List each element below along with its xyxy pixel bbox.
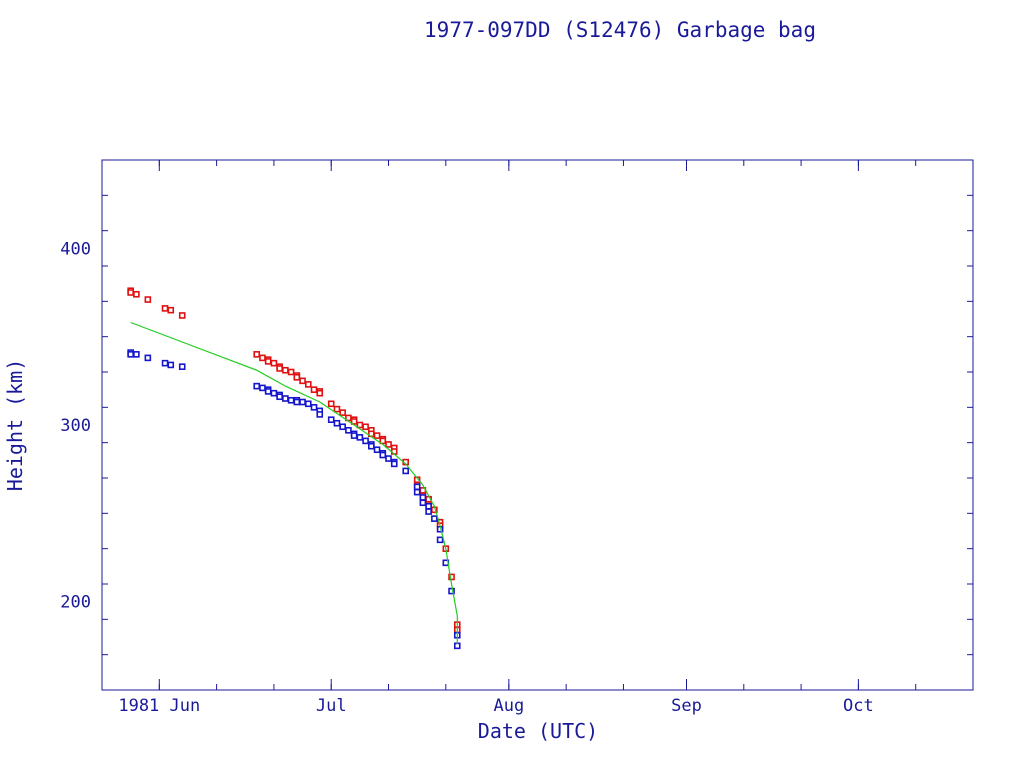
perigee-point bbox=[276, 393, 283, 401]
perigee-point bbox=[304, 400, 312, 408]
x-tick-label: 1981 Jun bbox=[118, 696, 200, 716]
apogee-point bbox=[373, 432, 381, 439]
y-tick-labels: 200 300 400 bbox=[60, 239, 91, 612]
perigee-point bbox=[345, 426, 352, 434]
apogee-point bbox=[144, 296, 152, 303]
apogee-point bbox=[253, 351, 261, 358]
perigee-point bbox=[436, 536, 444, 544]
perigee-point bbox=[379, 451, 387, 459]
perigee-point bbox=[385, 455, 392, 462]
perigee-point bbox=[413, 483, 421, 491]
apogee-point bbox=[270, 359, 278, 367]
perigee-point bbox=[327, 416, 335, 424]
perigee-point bbox=[253, 382, 261, 390]
x-tick-label: Sep bbox=[671, 696, 702, 716]
x-tick-labels: 1981 Jun Jul Aug Sep Oct bbox=[118, 696, 873, 716]
perigee-point bbox=[419, 494, 427, 501]
apogee-point bbox=[327, 400, 335, 408]
mean-line bbox=[130, 321, 458, 645]
perigee-point bbox=[373, 446, 381, 454]
perigee-point bbox=[413, 488, 421, 496]
apogee-point bbox=[293, 373, 301, 381]
chart-title: 1977-097DD (S12476) Garbage bag bbox=[424, 18, 816, 42]
perigee-point bbox=[350, 432, 358, 439]
series-layer bbox=[127, 287, 461, 650]
apogee-point bbox=[287, 368, 295, 376]
apogee-point bbox=[356, 421, 364, 429]
perigee-point bbox=[144, 354, 152, 362]
apogee-point bbox=[299, 377, 306, 385]
y-tick-label: 200 bbox=[60, 593, 91, 613]
y-tick-label: 300 bbox=[60, 416, 91, 436]
perigee-point bbox=[431, 515, 438, 522]
apogee-point bbox=[362, 423, 369, 431]
apogee-point bbox=[339, 409, 346, 416]
x-tick-label: Oct bbox=[843, 696, 874, 716]
perigee-point bbox=[402, 467, 410, 475]
perigee-point bbox=[127, 351, 134, 358]
perigee-point bbox=[390, 460, 398, 468]
apogee-point bbox=[304, 381, 312, 388]
perigee-point bbox=[282, 395, 289, 402]
apogee-point bbox=[127, 289, 134, 296]
apogee-point bbox=[178, 312, 186, 319]
perigee-point bbox=[333, 419, 341, 427]
perigee-point bbox=[299, 398, 306, 406]
apogee-point bbox=[259, 354, 266, 362]
perigee-point bbox=[339, 423, 346, 431]
perigee-point bbox=[178, 363, 186, 371]
apogee-point bbox=[161, 305, 169, 312]
y-tick-label: 400 bbox=[60, 239, 91, 259]
apogee-point bbox=[333, 405, 341, 413]
perigee-point bbox=[310, 404, 318, 411]
perigee-point bbox=[425, 502, 432, 510]
apogee-point bbox=[133, 290, 140, 298]
y-axis-label: Height (km) bbox=[3, 359, 27, 491]
perigee-point bbox=[287, 396, 295, 404]
perigee-point bbox=[362, 437, 369, 445]
apogee-point bbox=[282, 366, 289, 374]
apogee-point bbox=[448, 573, 455, 581]
apogee-point bbox=[167, 306, 175, 314]
series-perigee bbox=[127, 349, 461, 650]
perigee-point bbox=[425, 508, 432, 515]
perigee-point bbox=[259, 384, 266, 392]
x-tick-label: Aug bbox=[493, 696, 524, 716]
apogee-point bbox=[350, 418, 358, 425]
plot-frame bbox=[101, 159, 974, 691]
axis-ticks bbox=[102, 159, 974, 691]
perigee-point bbox=[264, 388, 272, 395]
perigee-point bbox=[368, 442, 375, 450]
series-mean bbox=[130, 321, 458, 645]
apogee-point bbox=[379, 437, 387, 445]
apogee-point bbox=[310, 386, 318, 393]
perigee-point bbox=[356, 434, 364, 441]
perigee-point bbox=[316, 411, 324, 418]
x-axis-label: Date (UTC) bbox=[478, 719, 598, 743]
apogee-point bbox=[264, 358, 272, 365]
perigee-point bbox=[133, 351, 140, 358]
perigee-point bbox=[161, 359, 169, 367]
perigee-point bbox=[270, 389, 278, 397]
apogee-point bbox=[276, 365, 283, 372]
x-tick-label: Jul bbox=[316, 696, 347, 716]
perigee-point bbox=[167, 361, 175, 369]
perigee-point bbox=[419, 499, 427, 507]
apogee-point bbox=[385, 441, 392, 448]
apogee-point bbox=[316, 389, 324, 397]
perigee-point bbox=[293, 398, 301, 406]
perigee-point bbox=[448, 587, 455, 595]
